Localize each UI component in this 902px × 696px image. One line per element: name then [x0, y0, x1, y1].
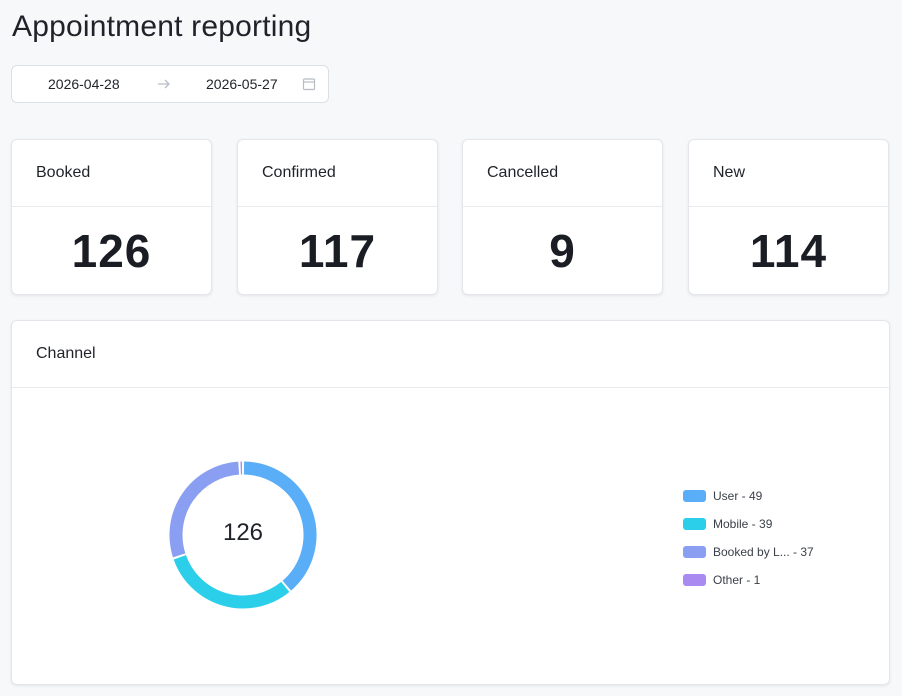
legend-label: User - 49 — [713, 489, 763, 503]
slice-booked-by[interactable] — [169, 461, 240, 558]
divider — [463, 206, 662, 207]
legend-swatch — [683, 490, 706, 502]
legend-item-booked-by[interactable]: Booked by L... - 37 — [683, 542, 814, 562]
stat-value: 117 — [298, 225, 377, 277]
divider — [238, 206, 437, 207]
date-range-picker[interactable]: 2026-04-28 2026-05-27 — [11, 65, 329, 103]
page-title: Appointment reporting — [12, 10, 312, 43]
slice-mobile[interactable] — [173, 554, 290, 609]
calendar-icon[interactable] — [302, 77, 316, 96]
stat-card-cancelled: Cancelled 9 — [462, 139, 663, 295]
stat-card-confirmed: Confirmed 117 — [237, 139, 438, 295]
start-date[interactable]: 2026-04-28 — [48, 76, 120, 92]
legend-label: Booked by L... - 37 — [713, 545, 814, 559]
legend-swatch — [683, 518, 706, 530]
legend-item-mobile[interactable]: Mobile - 39 — [683, 514, 814, 534]
stat-label: Confirmed — [262, 164, 336, 181]
divider — [12, 387, 889, 388]
legend-label: Other - 1 — [713, 573, 761, 587]
legend-swatch — [683, 574, 706, 586]
stat-label: New — [713, 164, 746, 181]
stat-value: 9 — [549, 225, 576, 277]
divider — [689, 206, 888, 207]
donut-total: 126 — [222, 519, 264, 546]
stat-card-new: New 114 — [688, 139, 889, 295]
end-date[interactable]: 2026-05-27 — [206, 76, 278, 92]
chart-legend: User - 49 Mobile - 39 Booked by L... - 3… — [683, 486, 814, 598]
stat-label: Booked — [36, 164, 91, 181]
divider — [12, 206, 211, 207]
legend-item-user[interactable]: User - 49 — [683, 486, 814, 506]
channel-title: Channel — [36, 345, 96, 362]
slice-user[interactable] — [243, 461, 317, 591]
stat-card-booked: Booked 126 — [11, 139, 212, 295]
stat-label: Cancelled — [487, 164, 559, 181]
legend-swatch — [683, 546, 706, 558]
stat-value: 126 — [71, 225, 152, 277]
arrow-right-icon — [156, 77, 172, 96]
legend-label: Mobile - 39 — [713, 517, 773, 531]
stat-value: 114 — [749, 225, 828, 277]
legend-item-other[interactable]: Other - 1 — [683, 570, 814, 590]
channel-donut-chart[interactable] — [166, 458, 320, 612]
channel-card: Channel 126 User - 49 Mobile - 39 Booked… — [11, 320, 890, 685]
